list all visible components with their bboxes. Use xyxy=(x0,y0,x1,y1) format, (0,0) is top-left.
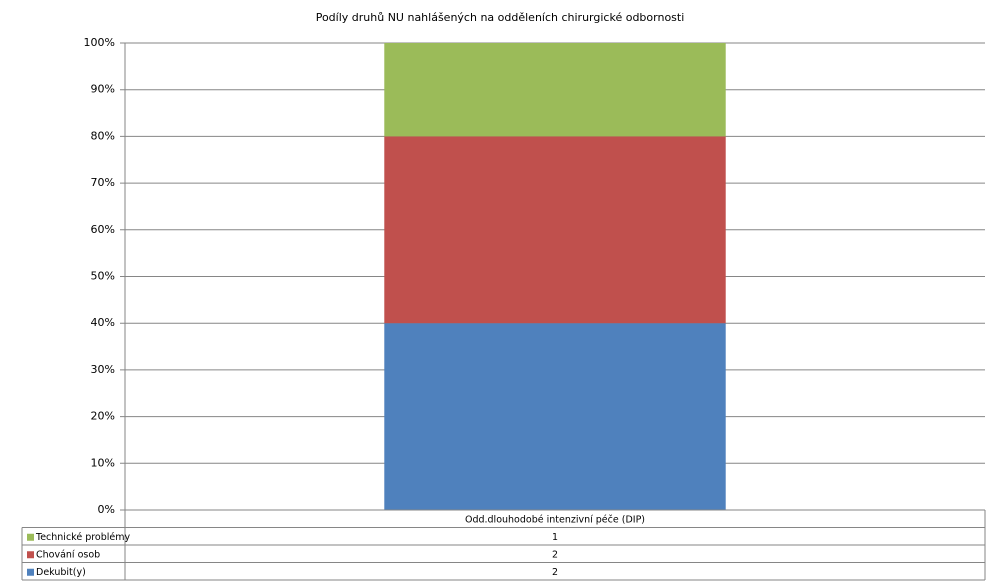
y-tick-label: 30% xyxy=(91,363,115,376)
table-value: 1 xyxy=(552,532,558,543)
table-value: 2 xyxy=(552,549,558,560)
table-value: 2 xyxy=(552,567,558,578)
legend-label: Dekubit(y) xyxy=(36,567,86,578)
y-tick-label: 80% xyxy=(91,129,115,142)
legend-label: Technické problémy xyxy=(35,532,130,543)
bar-segment xyxy=(384,43,726,137)
category-label: Odd.dlouhodobé intenzivní péče (DIP) xyxy=(465,514,645,525)
legend-key xyxy=(27,551,34,559)
y-tick-label: 0% xyxy=(98,503,115,516)
y-tick-label: 10% xyxy=(91,456,115,469)
legend-key xyxy=(27,533,34,541)
legend-key xyxy=(27,568,34,576)
legend-label: Chování osob xyxy=(36,549,100,560)
bar-segment xyxy=(384,323,726,510)
y-tick-label: 60% xyxy=(91,223,115,236)
y-tick-label: 70% xyxy=(91,176,115,189)
bar-segment xyxy=(384,136,726,324)
y-tick-label: 100% xyxy=(84,36,115,49)
y-tick-label: 90% xyxy=(91,83,115,96)
y-tick-label: 20% xyxy=(91,410,115,423)
y-tick-label: 50% xyxy=(91,270,115,283)
chart-title: Podíly druhů NU nahlášených na odděleníc… xyxy=(316,11,685,24)
y-tick-label: 40% xyxy=(91,316,115,329)
